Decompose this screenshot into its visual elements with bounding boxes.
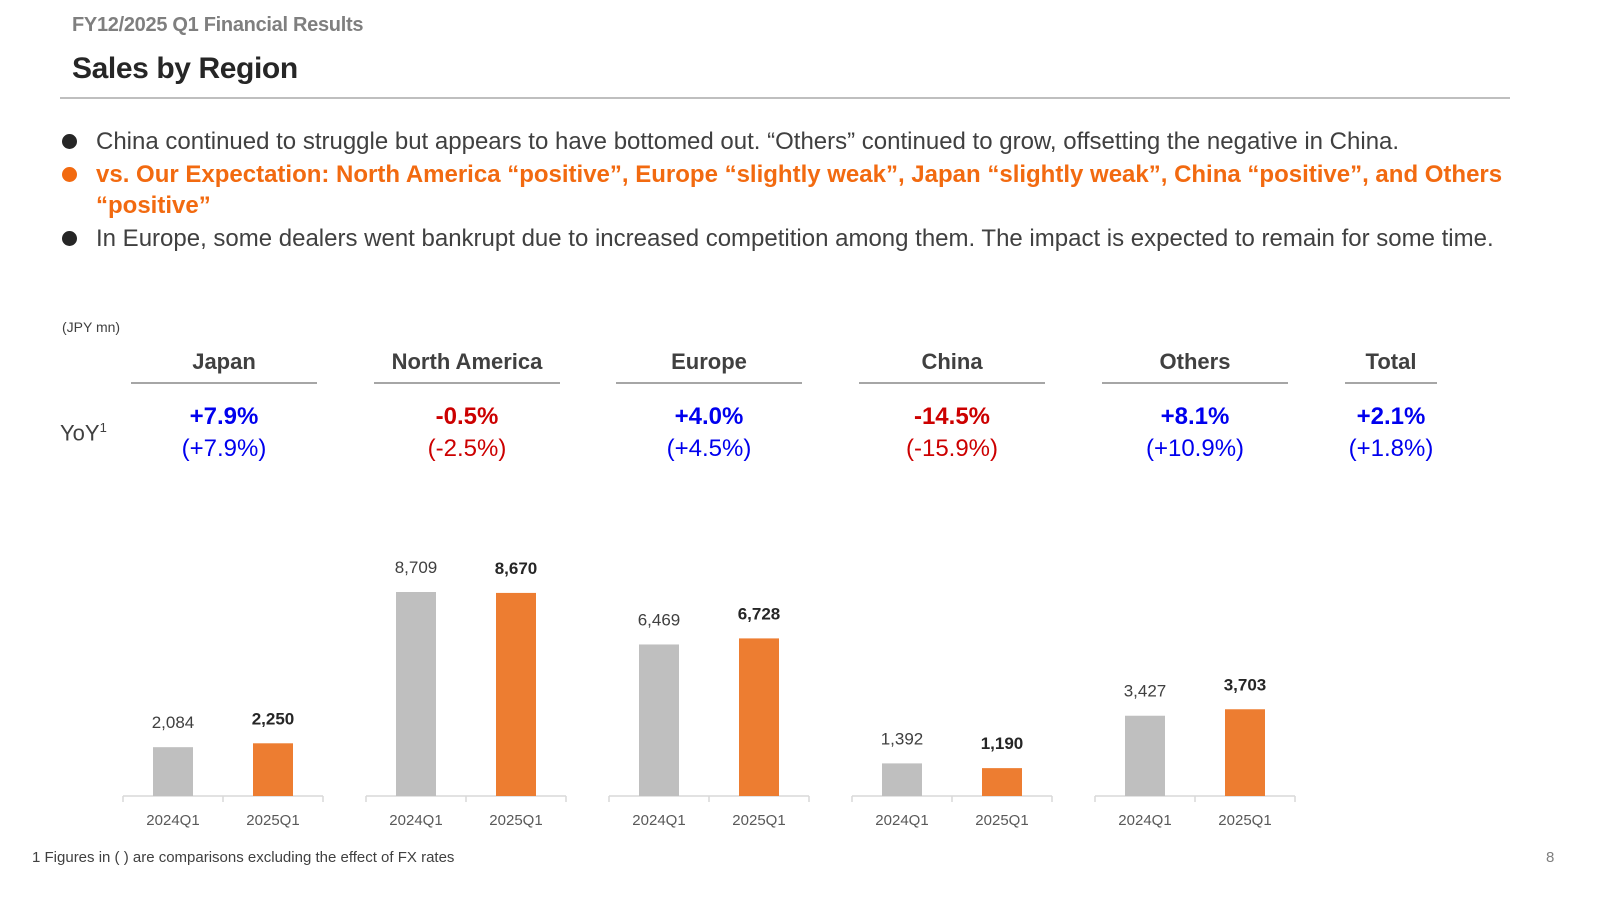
bullet-item-highlight: vs. Our Expectation: North America “posi… — [60, 159, 1540, 221]
region-rule — [1102, 382, 1288, 384]
tick-label-japan-2024q1: 2024Q1 — [146, 812, 199, 829]
region-rule — [131, 382, 317, 384]
sales-bar-chart: 2,084 2024Q1 2,250 2025Q1 8,709 2024Q1 8,670 20… — [122, 558, 1296, 829]
region-header-others: Others — [1159, 349, 1231, 374]
bar-japan-2025q1 — [253, 743, 293, 796]
yoy-ex-fx-total: (+1.8%) — [1348, 435, 1434, 462]
tick-label-japan-2025q1: 2025Q1 — [246, 812, 299, 829]
tick-label-europe-2024q1: 2024Q1 — [632, 812, 685, 829]
tick-label-china-2024q1: 2024Q1 — [875, 812, 928, 829]
bullet-dot-icon — [62, 231, 77, 246]
data-label-others-2025q1: 3,703 — [1224, 675, 1267, 694]
tick-label-china-2025q1: 2025Q1 — [975, 812, 1028, 829]
tick-label-north-america-2025q1: 2025Q1 — [489, 812, 542, 829]
unit-label: (JPY mn) — [62, 319, 121, 335]
bar-europe-2024q1 — [639, 644, 679, 796]
tick-label-others-2024q1: 2024Q1 — [1118, 812, 1171, 829]
bullet-text: In Europe, some dealers went bankrupt du… — [96, 225, 1494, 252]
bar-others-2025q1 — [1225, 709, 1265, 796]
bar-china-2024q1 — [882, 763, 922, 796]
tick-label-north-america-2024q1: 2024Q1 — [389, 812, 442, 829]
page-number: 8 — [1546, 849, 1555, 866]
yoy-label-text: YoY — [60, 420, 100, 446]
region-header-europe: Europe — [671, 349, 747, 374]
data-label-europe-2024q1: 6,469 — [638, 610, 681, 629]
bar-europe-2025q1 — [739, 638, 779, 796]
bar-china-2025q1 — [982, 768, 1022, 796]
bar-north-america-2025q1 — [496, 592, 536, 796]
yoy-value-china: -14.5% — [913, 403, 991, 430]
region-rule — [1345, 382, 1437, 384]
bullet-text: vs. Our Expectation: North America “posi… — [96, 161, 1503, 219]
yoy-ex-fx-europe: (+4.5%) — [666, 435, 752, 462]
bullet-item: In Europe, some dealers went bankrupt du… — [60, 223, 1540, 254]
data-label-china-2025q1: 1,190 — [981, 734, 1024, 753]
bullet-dot-icon — [62, 167, 77, 182]
yoy-value-north-america: -0.5% — [435, 403, 499, 430]
title-divider — [60, 97, 1510, 99]
region-rule — [859, 382, 1045, 384]
yoy-ex-fx-china: (-15.9%) — [905, 435, 999, 462]
region-header-china: China — [921, 349, 983, 374]
report-supertitle: FY12/2025 Q1 Financial Results — [72, 14, 364, 36]
yoy-value-others: +8.1% — [1160, 403, 1230, 430]
yoy-value-total: +2.1% — [1356, 403, 1426, 430]
region-rule — [374, 382, 560, 384]
yoy-value-europe: +4.0% — [674, 403, 744, 430]
bullet-text: China continued to struggle but appears … — [96, 128, 1400, 155]
data-label-japan-2025q1: 2,250 — [252, 709, 295, 728]
yoy-ex-fx-others: (+10.9%) — [1145, 435, 1245, 462]
yoy-ex-fx-japan: (+7.9%) — [181, 435, 267, 462]
region-header-total: Total — [1365, 349, 1417, 374]
tick-label-others-2025q1: 2025Q1 — [1218, 812, 1271, 829]
footnote: 1 Figures in ( ) are comparisons excludi… — [32, 849, 455, 866]
data-label-europe-2025q1: 6,728 — [738, 604, 781, 623]
data-label-others-2024q1: 3,427 — [1124, 682, 1167, 701]
region-header-japan: Japan — [192, 349, 256, 374]
yoy-row-label: YoY1 — [60, 420, 107, 446]
region-rule — [616, 382, 802, 384]
footnote-mark: 1 — [99, 420, 107, 435]
tick-label-europe-2025q1: 2025Q1 — [732, 812, 785, 829]
yoy-ex-fx-north-america: (-2.5%) — [427, 435, 507, 462]
data-label-north-america-2024q1: 8,709 — [395, 558, 438, 577]
bullet-list: China continued to struggle but appears … — [60, 126, 1540, 256]
yoy-value-japan: +7.9% — [189, 403, 259, 430]
bullet-dot-icon — [62, 134, 77, 149]
data-label-china-2024q1: 1,392 — [881, 729, 924, 748]
data-label-japan-2024q1: 2,084 — [152, 713, 195, 732]
data-label-north-america-2025q1: 8,670 — [495, 559, 538, 578]
bar-north-america-2024q1 — [396, 592, 436, 796]
bullet-item: China continued to struggle but appears … — [60, 126, 1540, 157]
region-header-north-america: North America — [391, 349, 543, 374]
bar-others-2024q1 — [1125, 715, 1165, 796]
bar-japan-2024q1 — [153, 747, 193, 796]
page-title: Sales by Region — [72, 52, 298, 85]
